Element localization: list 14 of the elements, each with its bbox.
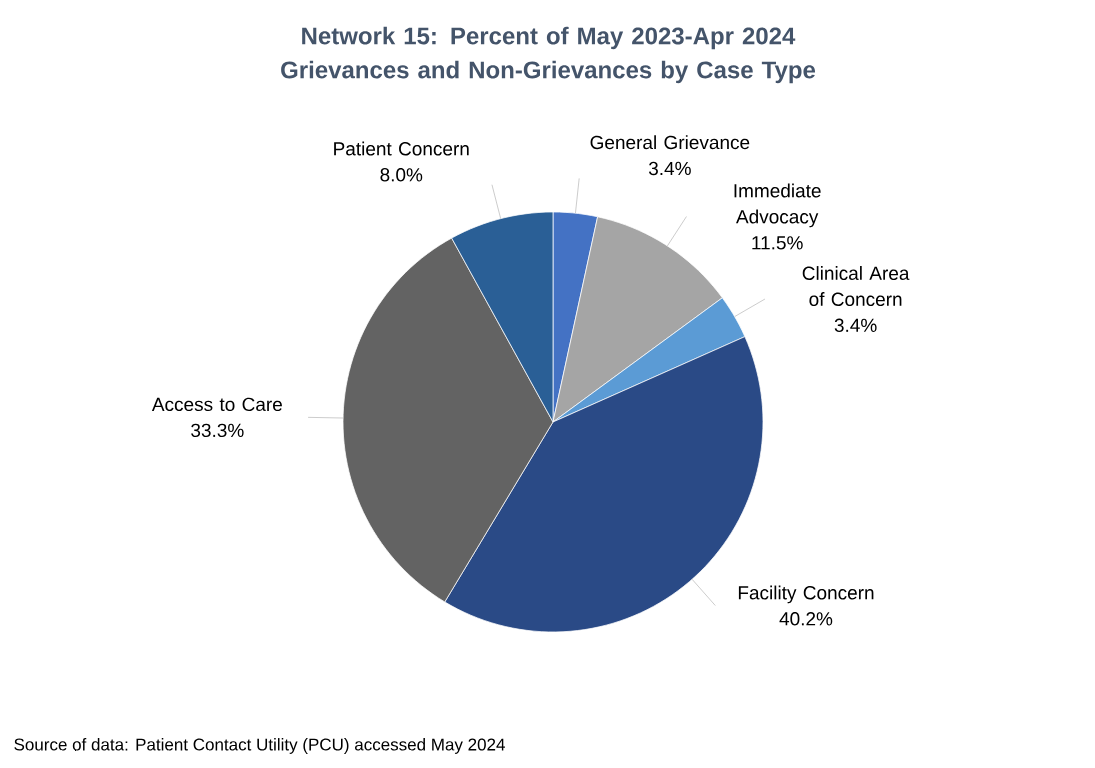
data-label: 8.0% [380, 168, 423, 182]
source-note: Source of data: Patient Contact Utility (PCU) accessed May 2024 [14, 738, 505, 754]
slice-label: Facility Concern [738, 585, 874, 604]
data-label: 11.5% [752, 236, 803, 250]
slice-label: Access to Care [151, 397, 282, 412]
data-label: 3.4% [834, 318, 877, 333]
data-label: 40.2% [779, 612, 833, 626]
slice-label: Clinical Area of Concern [802, 266, 910, 307]
slice-label: Patient Concern [334, 141, 469, 156]
slice-label: Immediate Advocacy [734, 183, 821, 228]
data-label: 3.4% [648, 161, 691, 176]
chart-title: Network 15: Percent of May 2023-Apr 2024 Grievances and Non-Grievances by Case Type [281, 26, 816, 84]
data-label: 33.3% [191, 423, 244, 438]
slice-label: General Grievance [590, 135, 750, 150]
